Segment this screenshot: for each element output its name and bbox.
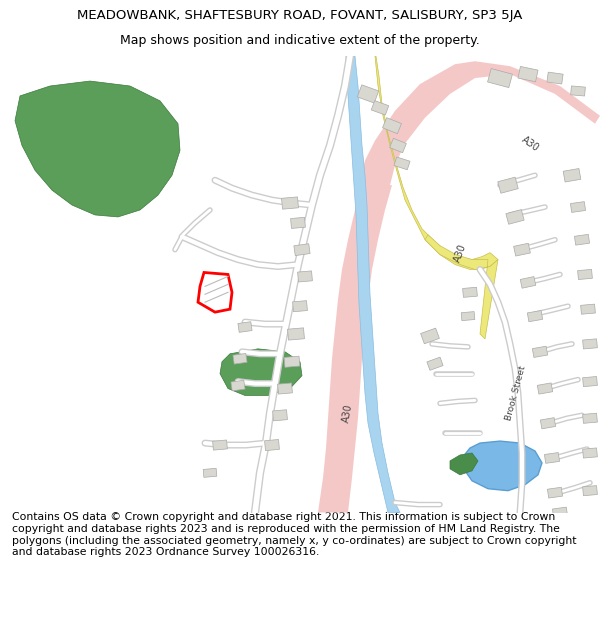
Polygon shape [278, 383, 292, 394]
Polygon shape [527, 311, 542, 322]
Polygon shape [541, 418, 556, 429]
Polygon shape [427, 357, 443, 370]
Polygon shape [15, 81, 180, 217]
Polygon shape [198, 272, 232, 312]
Polygon shape [578, 269, 592, 279]
Polygon shape [394, 157, 410, 170]
Polygon shape [574, 234, 590, 245]
Polygon shape [203, 468, 217, 478]
Text: A30: A30 [341, 403, 355, 424]
Polygon shape [294, 244, 310, 256]
Polygon shape [212, 440, 227, 450]
Polygon shape [583, 448, 598, 458]
Polygon shape [287, 328, 304, 340]
Polygon shape [220, 349, 302, 396]
Polygon shape [538, 383, 553, 394]
Polygon shape [488, 69, 512, 88]
Text: Brook Street: Brook Street [505, 365, 527, 422]
Polygon shape [450, 453, 478, 475]
Polygon shape [233, 354, 247, 364]
Polygon shape [346, 56, 400, 512]
Polygon shape [360, 61, 600, 185]
Polygon shape [231, 380, 245, 391]
Polygon shape [532, 346, 548, 358]
Text: Contains OS data © Crown copyright and database right 2021. This information is : Contains OS data © Crown copyright and d… [12, 512, 577, 558]
Polygon shape [284, 356, 300, 367]
Polygon shape [571, 86, 586, 96]
Text: MEADOWBANK, SHAFTESBURY ROAD, FOVANT, SALISBURY, SP3 5JA: MEADOWBANK, SHAFTESBURY ROAD, FOVANT, SA… [77, 9, 523, 22]
Polygon shape [583, 413, 598, 423]
Polygon shape [518, 66, 538, 82]
Polygon shape [520, 277, 536, 288]
Polygon shape [389, 138, 406, 152]
Polygon shape [553, 507, 568, 518]
Polygon shape [583, 339, 598, 349]
Polygon shape [293, 301, 307, 312]
Polygon shape [238, 322, 252, 332]
Polygon shape [506, 209, 524, 224]
Polygon shape [544, 452, 560, 463]
Polygon shape [583, 486, 598, 496]
Polygon shape [383, 118, 401, 134]
Polygon shape [571, 202, 586, 212]
Polygon shape [514, 243, 530, 256]
Polygon shape [462, 441, 542, 491]
Polygon shape [421, 328, 439, 344]
Polygon shape [290, 217, 305, 228]
Polygon shape [298, 271, 313, 282]
Polygon shape [371, 101, 389, 115]
Text: Map shows position and indicative extent of the property.: Map shows position and indicative extent… [120, 34, 480, 47]
Polygon shape [272, 410, 287, 421]
Polygon shape [563, 169, 581, 182]
Polygon shape [461, 312, 475, 321]
Polygon shape [463, 288, 478, 298]
Text: A30: A30 [520, 134, 541, 153]
Text: A30: A30 [452, 242, 468, 263]
Polygon shape [425, 235, 498, 339]
Polygon shape [583, 376, 598, 387]
Polygon shape [318, 180, 392, 512]
Polygon shape [581, 304, 595, 314]
Polygon shape [265, 439, 280, 451]
Polygon shape [547, 72, 563, 84]
Polygon shape [547, 488, 563, 498]
Polygon shape [375, 56, 498, 269]
Polygon shape [281, 197, 298, 209]
Polygon shape [358, 85, 379, 103]
Polygon shape [498, 177, 518, 193]
